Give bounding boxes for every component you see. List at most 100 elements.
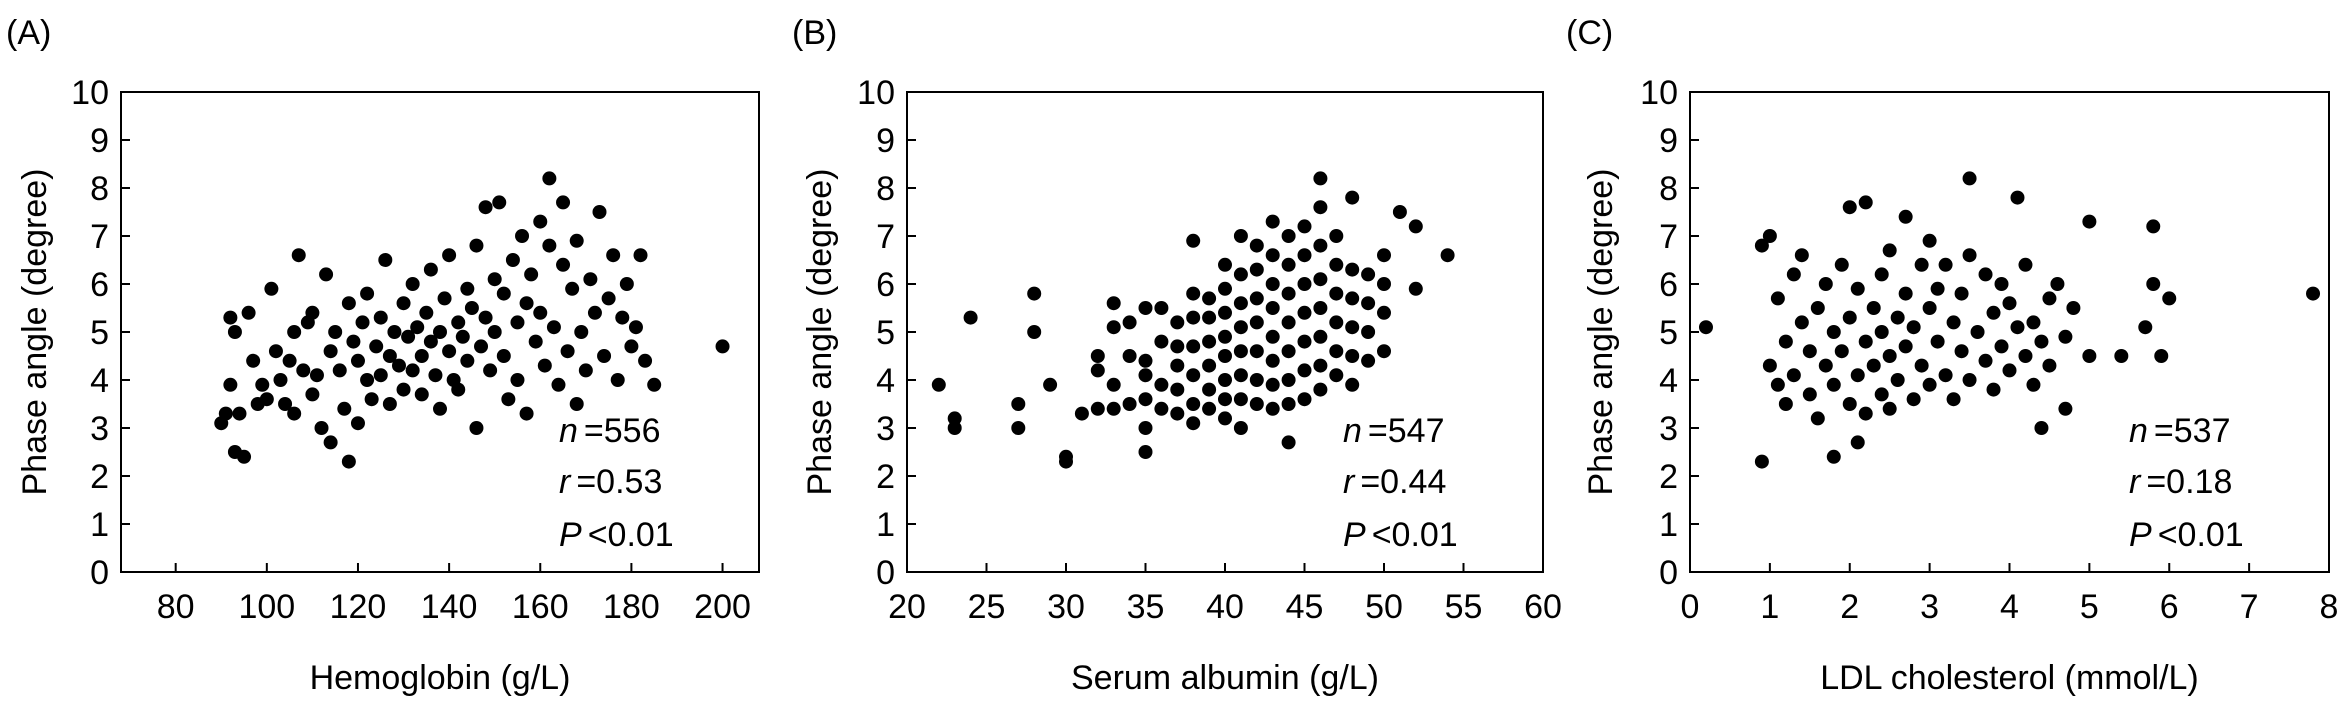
data-point — [505, 253, 520, 267]
data-point — [1313, 382, 1328, 397]
data-point — [1233, 368, 1248, 383]
data-point — [1265, 248, 1280, 263]
data-point — [1249, 373, 1264, 387]
data-point — [1882, 349, 1897, 363]
data-point — [478, 310, 493, 325]
data-point — [519, 406, 534, 421]
data-point — [1922, 301, 1937, 315]
data-point — [947, 421, 962, 435]
data-point — [1233, 229, 1248, 243]
data-point — [1345, 349, 1360, 363]
data-point — [1202, 358, 1217, 373]
data-point — [519, 296, 534, 311]
data-point — [1858, 406, 1873, 421]
data-point — [309, 368, 324, 383]
data-point — [1202, 382, 1217, 397]
data-point — [1265, 353, 1280, 368]
data-point — [1313, 358, 1328, 373]
data-point — [1392, 205, 1407, 219]
x-tick-label: 180 — [603, 588, 660, 626]
data-point — [1265, 301, 1280, 315]
data-point — [647, 377, 662, 392]
data-point — [1313, 200, 1328, 215]
stat-p: P <0.01 — [559, 516, 674, 554]
data-point — [1794, 248, 1809, 263]
panel-label: (A) — [6, 14, 51, 52]
data-point — [1361, 325, 1376, 339]
data-point — [1281, 286, 1296, 301]
data-point — [1946, 392, 1961, 407]
data-point — [1770, 377, 1785, 392]
data-point — [1249, 344, 1264, 359]
stat-r-label: r — [1343, 463, 1356, 501]
data-point — [328, 325, 343, 339]
stat-n: n =547 — [1343, 412, 1445, 450]
data-point — [1770, 291, 1785, 306]
data-point — [2146, 219, 2161, 234]
data-point — [1265, 277, 1280, 291]
data-point — [259, 392, 274, 407]
data-point — [2034, 421, 2049, 435]
stat-p-label: P — [559, 516, 582, 554]
data-point — [1281, 373, 1296, 387]
x-tick-label: 55 — [1445, 588, 1483, 626]
data-point — [346, 334, 361, 349]
panel-label: (C) — [1566, 14, 1613, 52]
data-point — [305, 387, 320, 402]
data-point — [1786, 267, 1801, 282]
data-point — [237, 449, 252, 464]
data-point — [583, 272, 598, 287]
data-point — [1281, 315, 1296, 330]
y-tick-label: 0 — [876, 554, 895, 592]
data-point — [1233, 392, 1248, 407]
stat-n: n =556 — [559, 412, 661, 450]
data-point — [2042, 291, 2057, 306]
data-point — [1345, 320, 1360, 335]
data-point — [1202, 334, 1217, 349]
data-point — [1218, 392, 1232, 407]
x-tick-label: 7 — [2240, 588, 2259, 626]
data-point — [460, 281, 475, 296]
data-point — [451, 315, 466, 330]
data-point — [2082, 214, 2097, 229]
y-tick-label: 2 — [876, 458, 895, 496]
data-point — [1778, 334, 1793, 349]
x-tick-label: 5 — [2080, 588, 2099, 626]
data-point — [1914, 358, 1929, 373]
data-point — [442, 344, 457, 359]
data-point — [451, 382, 466, 397]
data-point — [1377, 248, 1391, 263]
data-point — [478, 200, 493, 215]
data-point — [1202, 401, 1217, 416]
data-point — [1377, 277, 1391, 291]
data-point — [1218, 411, 1232, 426]
stat-n-value: =556 — [584, 412, 661, 450]
data-point — [469, 421, 484, 435]
data-point — [1297, 392, 1312, 407]
data-point — [391, 358, 406, 373]
y-tick-label: 1 — [90, 506, 109, 544]
data-point — [1218, 281, 1232, 296]
data-point — [373, 368, 388, 383]
data-point — [496, 349, 511, 363]
x-axis-label: Serum albumin (g/L) — [1071, 659, 1379, 697]
data-point — [2018, 257, 2033, 272]
data-point — [1802, 344, 1817, 359]
data-point — [1138, 368, 1153, 383]
data-point — [291, 248, 306, 263]
data-point — [1345, 377, 1360, 392]
data-point — [1265, 401, 1280, 416]
data-point — [396, 296, 411, 311]
x-tick-label: 25 — [968, 588, 1006, 626]
data-point — [1778, 397, 1793, 411]
data-point — [496, 286, 511, 301]
data-point — [542, 171, 557, 186]
x-tick-label: 140 — [421, 588, 478, 626]
data-point — [1218, 257, 1232, 272]
data-point — [1842, 310, 1857, 325]
data-point — [1233, 421, 1248, 435]
y-tick-label: 9 — [1659, 122, 1678, 160]
data-point — [606, 248, 621, 263]
data-point — [423, 262, 438, 277]
data-point — [323, 344, 338, 359]
